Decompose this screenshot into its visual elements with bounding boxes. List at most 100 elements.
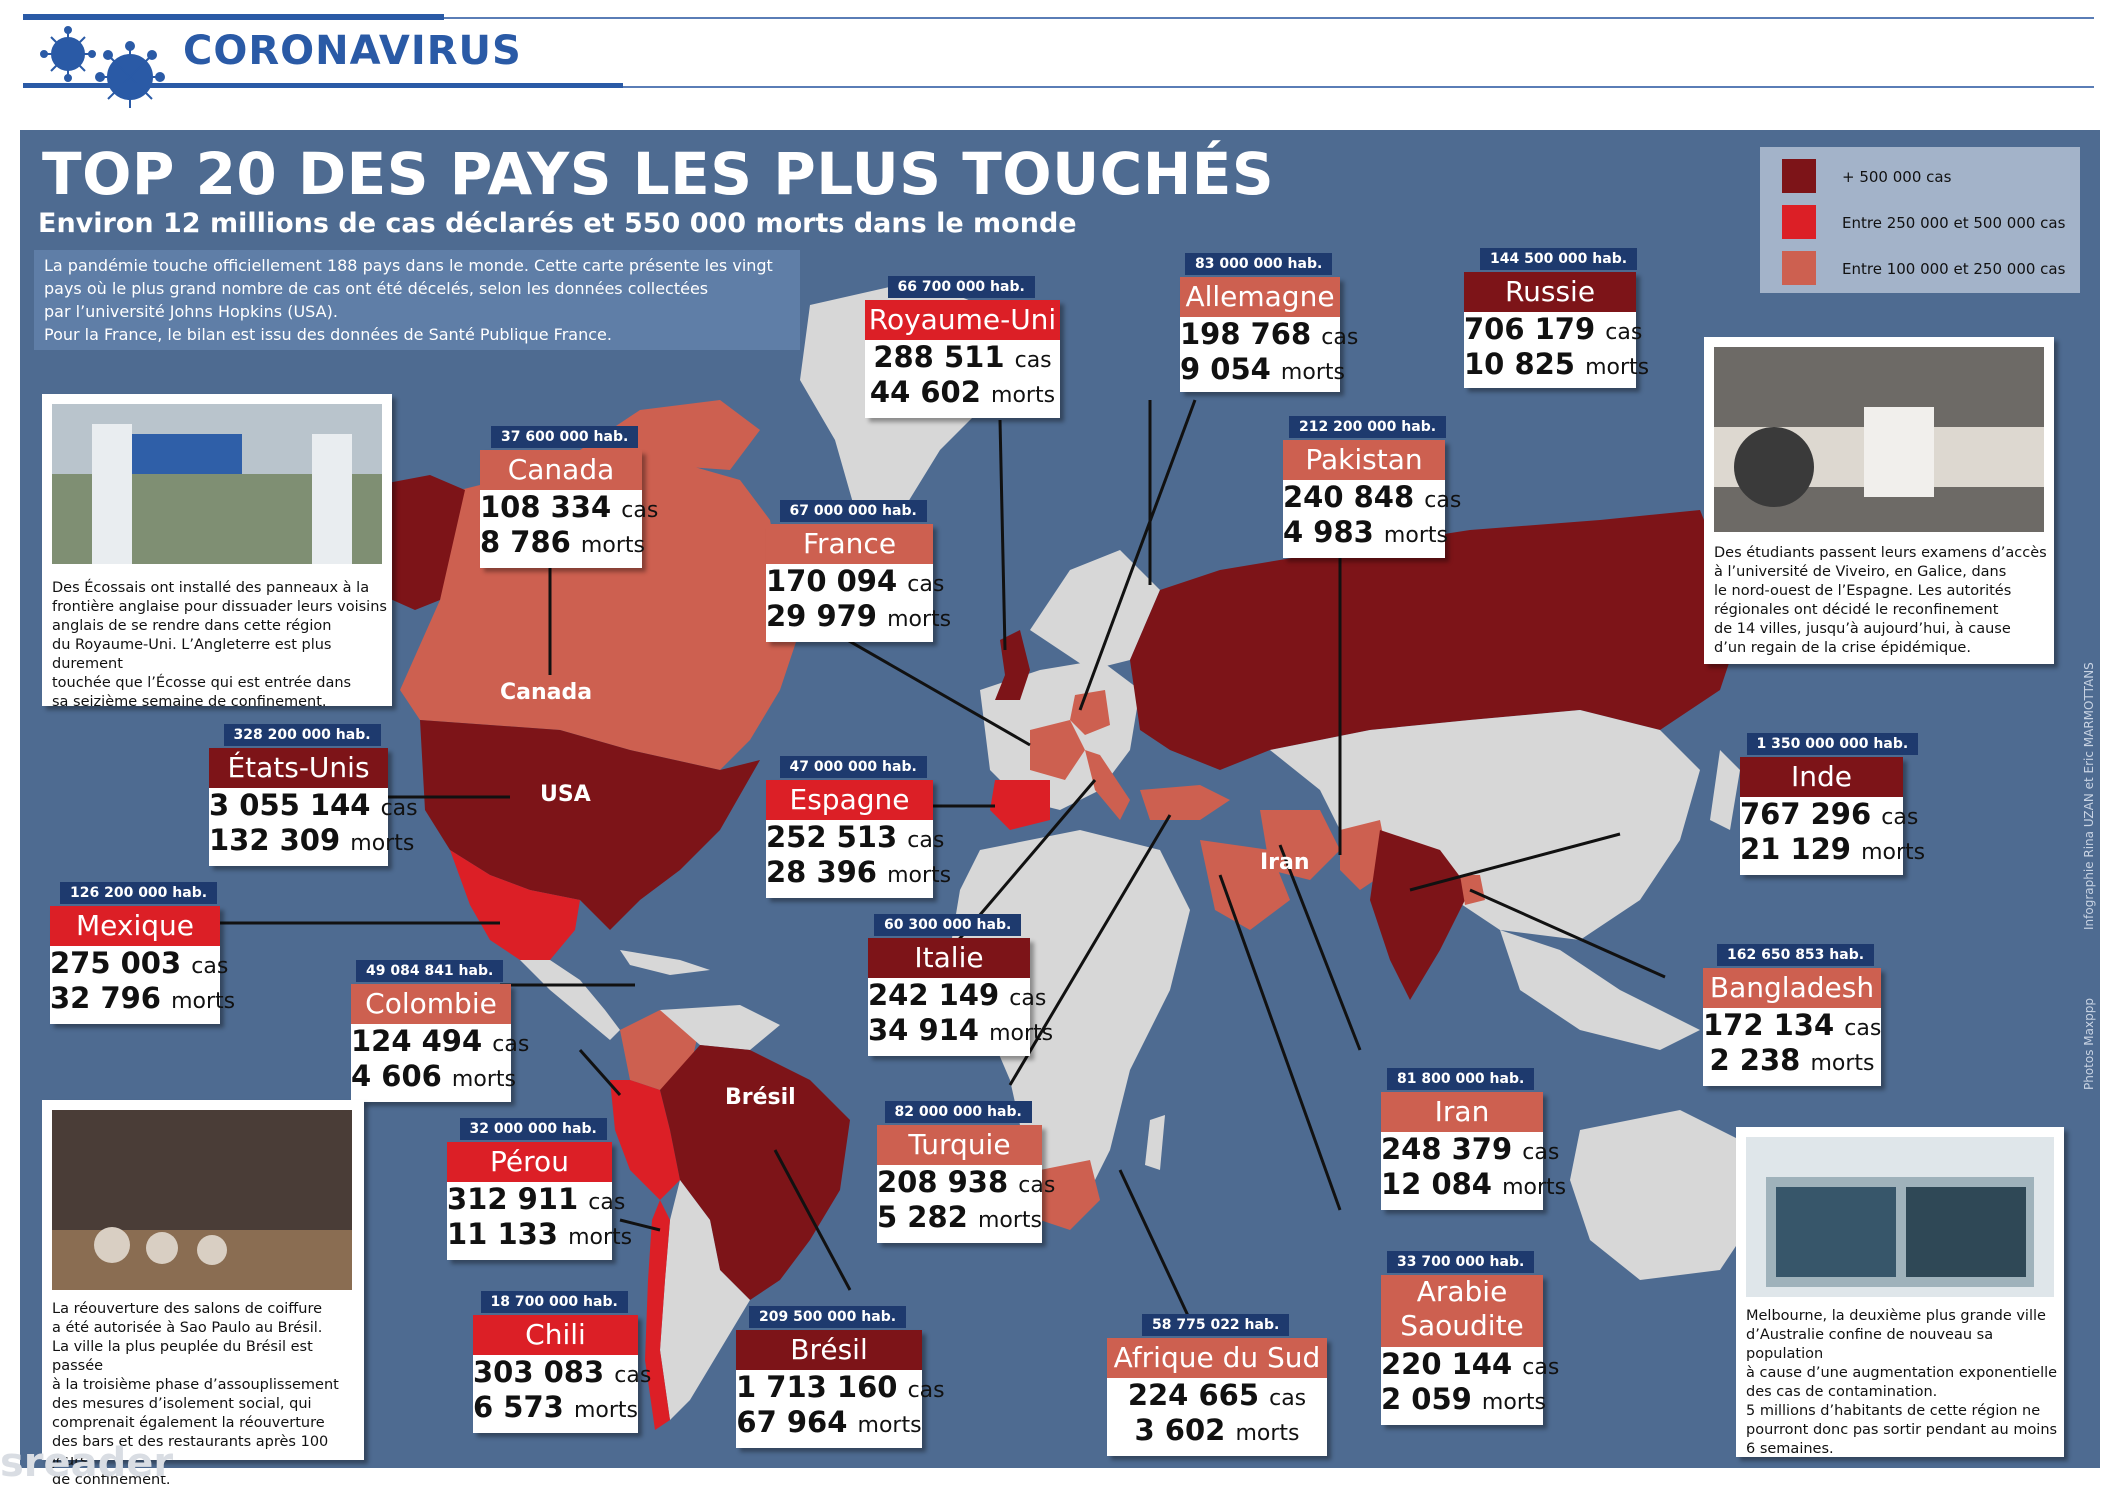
cases-value: 108 334 <box>480 490 612 524</box>
cases-value: 767 296 <box>1740 797 1872 831</box>
photo-caption: La réouverture des salons de coiffure a é… <box>52 1300 364 1490</box>
cases-line: 303 083 cas <box>473 1355 651 1390</box>
deaths-value: 12 084 <box>1381 1167 1492 1201</box>
cases-value: 172 134 <box>1703 1008 1835 1042</box>
leader-line-arabie-saoudite <box>1218 874 1342 1211</box>
population-tag-turquie: 82 000 000 hab. <box>884 1101 1032 1123</box>
cases-line: 170 094 cas <box>766 564 944 599</box>
country-box-mexique: Mexique 275 003 cas 32 796 morts <box>50 906 235 1024</box>
country-box-espagne: Espagne 252 513 cas 28 396 morts <box>766 780 951 898</box>
photo-caption: Des étudiants passent leurs examens d’ac… <box>1714 544 2054 658</box>
cases-unit: cas <box>1018 1173 1056 1198</box>
cases-unit: cas <box>907 1378 945 1403</box>
land-arabie-saoudite <box>1200 840 1290 930</box>
country-box-russie: Russie 706 179 cas 10 825 morts <box>1464 272 1649 388</box>
country-name: Bangladesh <box>1703 968 1881 1008</box>
population-tag-chili: 18 700 000 hab. <box>480 1291 628 1313</box>
country-name: Russie <box>1464 272 1636 312</box>
population-tag-russie: 144 500 000 hab. <box>1480 248 1638 270</box>
deaths-value: 29 979 <box>766 599 877 633</box>
cases-unit: cas <box>1269 1386 1307 1411</box>
land-mexique <box>450 850 580 960</box>
caption-line: régionales ont décidé le reconfinement <box>1714 602 1999 618</box>
leader-line-france <box>829 628 1031 747</box>
deaths-value: 8 786 <box>480 525 571 559</box>
land-afrique-du-sud <box>1040 1160 1100 1230</box>
cases-line: 240 848 cas <box>1283 480 1461 515</box>
country-name: États-Unis <box>209 748 388 788</box>
intro-line: La pandémie touche officiellement 188 pa… <box>44 256 773 275</box>
deaths-line: 4 606 morts <box>351 1059 516 1094</box>
caption-line: d’un regain de la crise épidémique. <box>1714 640 1971 656</box>
section-title: CORONAVIRUS <box>183 28 522 74</box>
population-tag-colombie: 49 084 841 hab. <box>356 960 504 982</box>
country-name: Iran <box>1381 1092 1543 1132</box>
cases-line: 208 938 cas <box>877 1165 1055 1200</box>
cases-value: 124 494 <box>351 1024 483 1058</box>
cases-value: 252 513 <box>766 820 898 854</box>
deaths-value: 5 282 <box>877 1200 968 1234</box>
caption-line: frontière anglaise pour dissuader leurs … <box>52 599 387 615</box>
country-box-arabie-saoudite: Arabie Saoudite 220 144 cas 2 059 morts <box>1381 1275 1559 1425</box>
deaths-value: 2 059 <box>1381 1382 1472 1416</box>
land-espagne <box>990 780 1050 830</box>
deaths-value: 44 602 <box>869 375 981 409</box>
page-subtitle: Environ 12 millions de cas déclarés et 5… <box>38 208 1077 239</box>
map-label-iran: Iran <box>1260 850 1310 875</box>
land-allemagne <box>1070 690 1110 735</box>
photo-australie-image <box>1746 1137 2054 1297</box>
population-tag-iran: 81 800 000 hab. <box>1387 1068 1535 1090</box>
cases-value: 198 768 <box>1180 317 1312 351</box>
land-iran <box>1260 810 1340 880</box>
population-tag-etats-unis: 328 200 000 hab. <box>223 724 381 746</box>
population-tag-perou: 32 000 000 hab. <box>459 1118 607 1140</box>
country-name: Allemagne <box>1180 277 1340 317</box>
country-name: Arabie Saoudite <box>1381 1275 1543 1347</box>
cases-value: 242 149 <box>868 978 1000 1012</box>
photo-ecosse-image <box>52 404 382 564</box>
cases-line: 767 296 cas <box>1740 797 1918 832</box>
country-name: Turquie <box>877 1125 1042 1165</box>
deaths-unit: morts <box>350 831 415 856</box>
cases-unit: cas <box>380 796 418 821</box>
deaths-line: 12 084 morts <box>1381 1167 1566 1202</box>
leader-line-royaume-uni <box>998 419 1007 651</box>
caption-line: des mesures d’isolement social, qui <box>52 1396 312 1412</box>
deaths-line: 34 914 morts <box>868 1013 1053 1048</box>
world-map <box>200 280 1760 1430</box>
cases-unit: cas <box>1014 348 1052 373</box>
header-rule-thick <box>23 14 444 20</box>
map-label-bresil: Brésil <box>725 1085 796 1110</box>
cases-unit: cas <box>1844 1016 1882 1041</box>
deaths-value: 2 238 <box>1709 1043 1801 1077</box>
leader-line-inde <box>1409 832 1621 892</box>
cases-line: 224 665 cas <box>1107 1378 1327 1413</box>
land-perou <box>610 1080 680 1200</box>
photo-bresil-image <box>52 1110 352 1290</box>
cases-unit: cas <box>191 954 229 979</box>
caption-line: à cause d’une augmentation exponentielle <box>1746 1365 2058 1381</box>
cases-line: 198 768 cas <box>1180 317 1358 352</box>
land-japan <box>1710 750 1740 830</box>
country-box-colombie: Colombie 124 494 cas 4 606 morts <box>351 984 529 1102</box>
caption-line: à la troisième phase d’assouplissement <box>52 1377 339 1393</box>
deaths-line: 2 238 morts <box>1703 1043 1881 1078</box>
leader-line-turquie <box>1008 814 1172 1086</box>
deaths-value: 11 133 <box>447 1217 558 1251</box>
deaths-line: 67 964 morts <box>736 1405 922 1440</box>
country-box-turquie: Turquie 208 938 cas 5 282 morts <box>877 1125 1055 1243</box>
photo-card-ecosse: Des Écossais ont installé des panneaux à… <box>42 394 392 710</box>
land-caribbean <box>620 950 710 975</box>
country-box-france: France 170 094 cas 29 979 morts <box>766 524 951 642</box>
cases-unit: cas <box>1009 986 1047 1011</box>
country-name: Espagne <box>766 780 933 820</box>
photo-card-australie: Melbourne, la deuxième plus grande ville… <box>1736 1127 2064 1457</box>
cases-line: 248 379 cas <box>1381 1132 1559 1167</box>
map-label-canada: Canada <box>500 680 593 705</box>
photo-caption: Melbourne, la deuxième plus grande ville… <box>1746 1307 2064 1459</box>
country-name: Colombie <box>351 984 511 1024</box>
deaths-unit: morts <box>1481 1390 1546 1415</box>
country-box-inde: Inde 767 296 cas 21 129 morts <box>1740 757 1925 875</box>
cases-line: 3 055 144 cas <box>209 788 418 823</box>
population-tag-royaume-uni: 66 700 000 hab. <box>887 276 1035 298</box>
